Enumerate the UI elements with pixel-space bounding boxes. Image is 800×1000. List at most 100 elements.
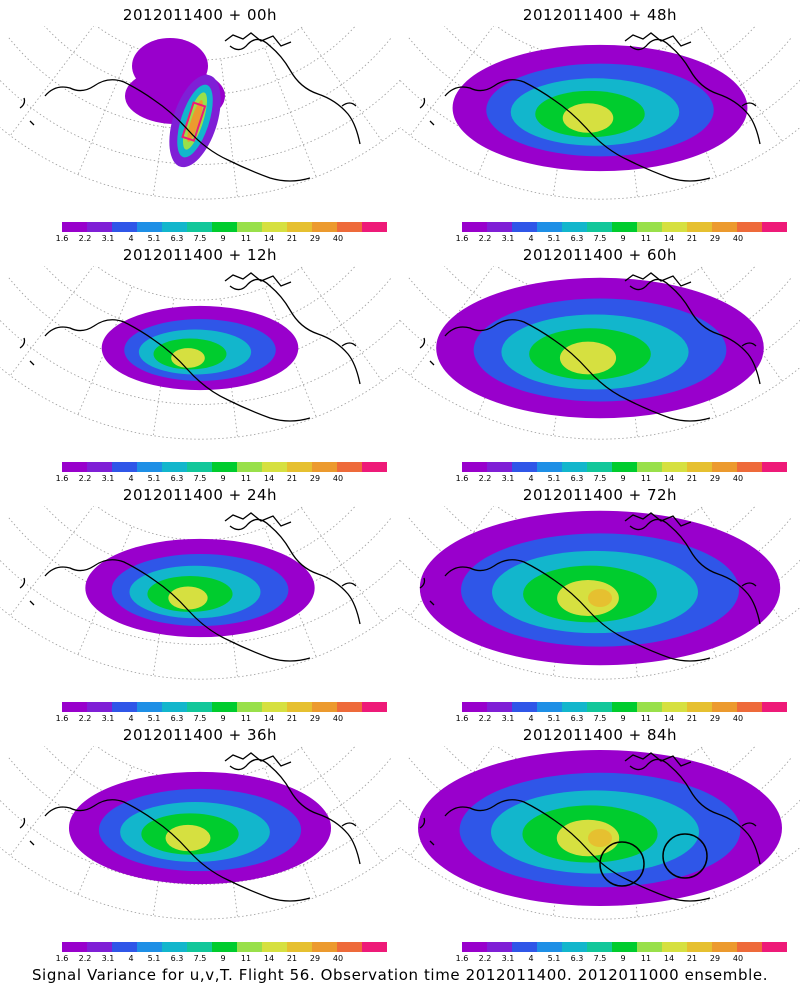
polar-map — [0, 266, 400, 440]
colorbar-tick-label: 6.3 — [570, 234, 584, 243]
colorbar-tick-label: 4 — [528, 954, 534, 963]
colorbar-tick-label: 7.5 — [193, 714, 207, 723]
colorbar-swatch — [612, 942, 637, 952]
colorbar-tick-label: 11 — [640, 234, 652, 243]
colorbar-tick-label: 29 — [709, 714, 721, 723]
colorbar-swatch — [262, 702, 287, 712]
colorbar-tick-label: 2.2 — [478, 954, 492, 963]
panel-title: 2012011400 + 72h — [522, 486, 678, 504]
colorbar-swatch — [237, 702, 262, 712]
colorbar-tick-label: 1.6 — [55, 234, 69, 243]
colorbar-swatch — [187, 942, 212, 952]
colorbar-tick-label: 29 — [309, 234, 321, 243]
colorbar — [462, 462, 787, 472]
coastlines — [419, 272, 761, 422]
polar-map — [0, 506, 400, 680]
colorbar-tick-label: 7.5 — [593, 474, 607, 483]
colorbar-tick-label: 9 — [620, 954, 626, 963]
colorbar-swatch — [87, 702, 112, 712]
panel-title: 2012011400 + 00h — [122, 6, 278, 24]
colorbar — [462, 702, 787, 712]
variance-field — [436, 277, 764, 419]
colorbar-swatch — [462, 222, 487, 232]
colorbar-labels: 1.6 2.2 3.1 4 5.1 6.3 7.5 9 11 14 21 29 40 — [456, 234, 762, 246]
colorbar-tick-label: 7.5 — [193, 954, 207, 963]
coastlines — [19, 512, 361, 662]
colorbar-swatch — [687, 942, 712, 952]
colorbar — [462, 942, 787, 952]
colorbar-tick-label: 11 — [240, 954, 252, 963]
colorbar-tick-label: 3.1 — [101, 234, 115, 243]
colorbar-tick-label: 5.1 — [547, 714, 561, 723]
polar-map — [0, 746, 400, 920]
colorbar-swatch — [62, 222, 87, 232]
colorbar-swatch — [237, 462, 262, 472]
colorbar-tick-label: 14 — [663, 714, 675, 723]
colorbar-tick-label: 1.6 — [455, 234, 469, 243]
colorbar-swatch — [137, 702, 162, 712]
colorbar-swatch — [262, 462, 287, 472]
colorbar-swatch — [312, 462, 337, 472]
colorbar-tick-label: 21 — [286, 474, 298, 483]
colorbar-tick-label: 11 — [240, 714, 252, 723]
colorbar-tick-label: 3.1 — [101, 954, 115, 963]
colorbar-swatch — [87, 222, 112, 232]
colorbar-swatch — [62, 942, 87, 952]
colorbar-swatch — [487, 462, 512, 472]
colorbar-tick-label: 40 — [332, 954, 344, 963]
polar-map — [400, 506, 800, 680]
colorbar-tick-label: 4 — [528, 474, 534, 483]
colorbar-tick-label: 9 — [220, 234, 226, 243]
variance-field — [85, 538, 315, 638]
colorbar-swatch — [112, 462, 137, 472]
colorbar-swatch — [612, 462, 637, 472]
colorbar-labels: 1.6 2.2 3.1 4 5.1 6.3 7.5 9 11 14 21 29 40 — [456, 474, 762, 486]
colorbar-tick-label: 7.5 — [593, 234, 607, 243]
panel-title: 2012011400 + 36h — [122, 726, 278, 744]
colorbar-swatch — [712, 942, 737, 952]
colorbar-tick-label: 29 — [709, 954, 721, 963]
panel-title: 2012011400 + 48h — [522, 6, 678, 24]
colorbar-swatch — [537, 702, 562, 712]
variance-field — [419, 510, 781, 666]
colorbar-tick-label: 11 — [240, 234, 252, 243]
colorbar-swatch — [587, 942, 612, 952]
colorbar-tick-label: 3.1 — [101, 714, 115, 723]
colorbar-swatch — [137, 462, 162, 472]
colorbar-tick-label: 21 — [686, 474, 698, 483]
colorbar — [62, 462, 387, 472]
colorbar-swatch — [687, 702, 712, 712]
colorbar-tick-label: 11 — [640, 714, 652, 723]
colorbar-tick-label: 5.1 — [147, 234, 161, 243]
colorbar-swatch — [537, 462, 562, 472]
colorbar-tick-label: 1.6 — [55, 954, 69, 963]
panel-title: 2012011400 + 24h — [122, 486, 278, 504]
colorbar-tick-label: 9 — [620, 234, 626, 243]
colorbar-swatch — [162, 942, 187, 952]
colorbar-swatch — [137, 942, 162, 952]
colorbar-tick-label: 7.5 — [193, 474, 207, 483]
colorbar-swatch — [637, 222, 662, 232]
colorbar-tick-label: 6.3 — [570, 954, 584, 963]
colorbar-swatch — [712, 702, 737, 712]
colorbar-tick-label: 29 — [309, 954, 321, 963]
colorbar-labels: 1.6 2.2 3.1 4 5.1 6.3 7.5 9 11 14 21 29 40 — [456, 714, 762, 726]
colorbar-swatch — [662, 462, 687, 472]
colorbar-swatch — [587, 462, 612, 472]
colorbar-swatch — [162, 222, 187, 232]
colorbar-tick-label: 5.1 — [147, 714, 161, 723]
colorbar-tick-label: 3.1 — [101, 474, 115, 483]
colorbar-tick-label: 7.5 — [193, 234, 207, 243]
colorbar-swatch — [337, 222, 362, 232]
colorbar-swatch — [137, 222, 162, 232]
colorbar-tick-label: 7.5 — [593, 714, 607, 723]
colorbar-tick-label: 29 — [709, 234, 721, 243]
map-panel: 2012011400 + 60h 1.6 2.2 3.1 4 5.1 6.3 7.5 9 11 14… — [400, 240, 800, 483]
colorbar-tick-label: 40 — [332, 474, 344, 483]
colorbar-swatch — [287, 222, 312, 232]
colorbar-swatch — [87, 462, 112, 472]
panel-title: 2012011400 + 60h — [522, 246, 678, 264]
colorbar-tick-label: 5.1 — [147, 474, 161, 483]
colorbar-tick-label: 2.2 — [78, 714, 92, 723]
colorbar-tick-label: 21 — [286, 954, 298, 963]
